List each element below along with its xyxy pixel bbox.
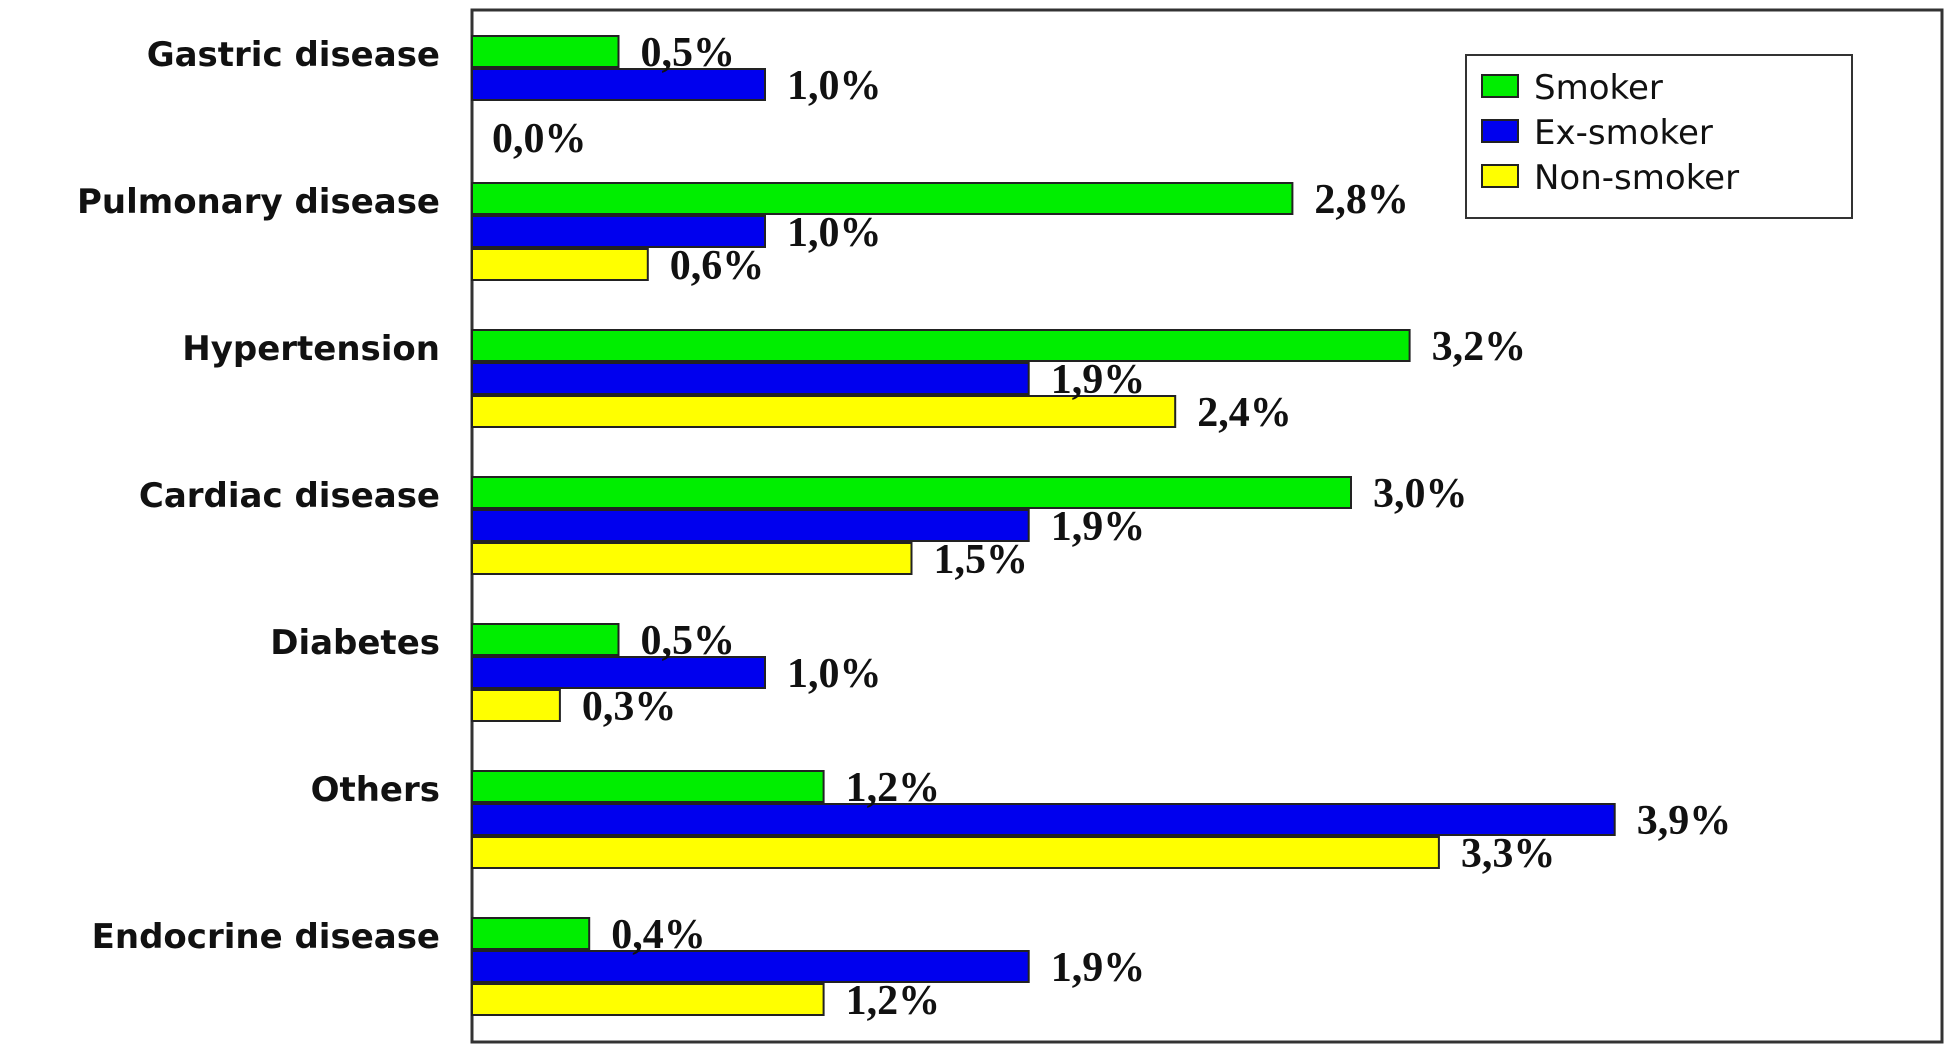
legend-box	[1465, 54, 1853, 219]
category-label-endocrine-disease: Endocrine disease	[92, 917, 440, 957]
value-labels-group: 0,5% 1,0% 0,0% 2,8% 1,0% 0,6% 3,2% 1,9% 2,4% 3,0%…	[492, 30, 1731, 1024]
legend-swatch-non-smoker	[1481, 164, 1519, 188]
value-label-smoker-hypertension: 3,2%	[1432, 324, 1527, 370]
value-label-non-smoker-endocrine-disease: 1,2%	[846, 978, 941, 1024]
legend-swatch-ex-smoker	[1481, 119, 1519, 143]
value-label-ex-smoker-hypertension: 1,9%	[1051, 357, 1146, 403]
value-label-ex-smoker-pulmonary-disease: 1,0%	[787, 210, 882, 256]
bar-ex-smoker-pulmonary-disease	[471, 215, 766, 248]
bars-group	[471, 35, 1616, 1016]
bar-ex-smoker-others	[471, 803, 1616, 836]
category-label-hypertension: Hypertension	[182, 329, 440, 369]
value-label-ex-smoker-diabetes: 1,0%	[787, 651, 882, 697]
bar-smoker-others	[471, 770, 825, 803]
bar-smoker-diabetes	[471, 623, 620, 656]
legend-label-non-smoker: Non-smoker	[1534, 158, 1739, 198]
category-label-gastric-disease: Gastric disease	[147, 35, 440, 75]
value-label-ex-smoker-others: 3,9%	[1637, 798, 1732, 844]
legend-label-smoker: Smoker	[1534, 68, 1663, 108]
bar-smoker-pulmonary-disease	[471, 182, 1294, 215]
bar-smoker-endocrine-disease	[471, 917, 591, 950]
value-label-non-smoker-others: 3,3%	[1461, 831, 1556, 877]
legend-label-ex-smoker: Ex-smoker	[1534, 113, 1713, 153]
bar-non-smoker-cardiac-disease	[471, 542, 913, 575]
bar-non-smoker-others	[471, 836, 1440, 869]
value-label-smoker-pulmonary-disease: 2,8%	[1314, 177, 1409, 223]
bar-non-smoker-pulmonary-disease	[471, 248, 649, 281]
value-label-non-smoker-cardiac-disease: 1,5%	[934, 537, 1029, 583]
bar-smoker-hypertension	[471, 329, 1411, 362]
value-label-smoker-others: 1,2%	[846, 765, 941, 811]
value-label-non-smoker-pulmonary-disease: 0,6%	[670, 243, 765, 289]
value-label-non-smoker-hypertension: 2,4%	[1197, 390, 1292, 436]
value-label-ex-smoker-endocrine-disease: 1,9%	[1051, 945, 1146, 991]
bar-ex-smoker-gastric-disease	[471, 68, 766, 101]
bar-non-smoker-endocrine-disease	[471, 983, 825, 1016]
value-label-ex-smoker-cardiac-disease: 1,9%	[1051, 504, 1146, 550]
bar-ex-smoker-endocrine-disease	[471, 950, 1030, 983]
bar-smoker-cardiac-disease	[471, 476, 1352, 509]
category-label-others: Others	[311, 770, 440, 810]
value-label-smoker-gastric-disease: 0,5%	[641, 30, 736, 76]
bar-ex-smoker-diabetes	[471, 656, 766, 689]
category-labels-group: Gastric disease Pulmonary disease Hyperten…	[77, 35, 440, 957]
bar-ex-smoker-hypertension	[471, 362, 1030, 395]
bar-smoker-gastric-disease	[471, 35, 620, 68]
value-label-smoker-endocrine-disease: 0,4%	[611, 912, 706, 958]
legend-swatch-smoker	[1481, 74, 1519, 98]
value-label-non-smoker-gastric-disease: 0,0%	[492, 116, 587, 162]
bar-ex-smoker-cardiac-disease	[471, 509, 1030, 542]
category-label-cardiac-disease: Cardiac disease	[139, 476, 440, 516]
bar-non-smoker-diabetes	[471, 689, 561, 722]
bar-non-smoker-hypertension	[471, 395, 1177, 428]
value-label-non-smoker-diabetes: 0,3%	[582, 684, 677, 730]
value-label-ex-smoker-gastric-disease: 1,0%	[787, 63, 882, 109]
value-label-smoker-cardiac-disease: 3,0%	[1373, 471, 1468, 517]
legend: Smoker Ex-smoker Non-smoker	[1465, 54, 1853, 219]
value-label-smoker-diabetes: 0,5%	[641, 618, 736, 664]
category-label-pulmonary-disease: Pulmonary disease	[77, 182, 440, 222]
category-label-diabetes: Diabetes	[270, 623, 440, 663]
